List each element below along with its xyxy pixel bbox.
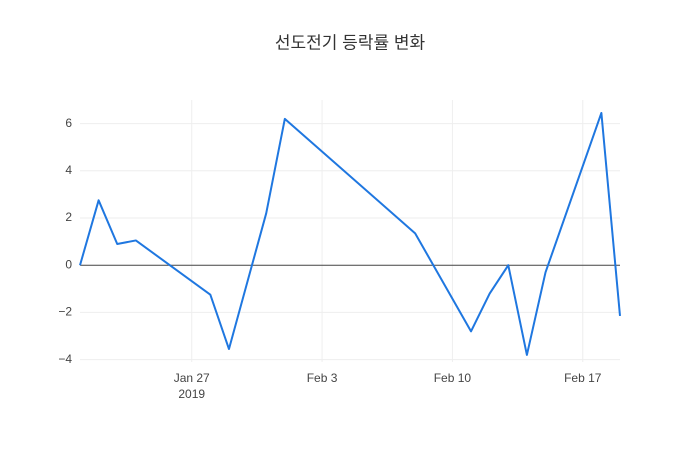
x-tick-label-line: Feb 17 — [564, 371, 602, 385]
x-tick-label: Feb 17 — [564, 371, 602, 385]
y-tick-label: −2 — [58, 305, 72, 319]
x-tick-label-line: Feb 3 — [307, 371, 338, 385]
y-tick-label: −4 — [58, 352, 72, 366]
y-tick-label: 4 — [65, 163, 72, 177]
y-tick-label: 6 — [65, 116, 72, 130]
chart-title: 선도전기 등락률 변화 — [275, 33, 426, 52]
y-tick-label: 2 — [65, 210, 72, 224]
x-tick-label-line: Feb 10 — [434, 371, 472, 385]
y-tick-label: 0 — [65, 257, 72, 271]
x-tick-label: Feb 3 — [307, 371, 338, 385]
x-tick-label-line: Jan 27 — [174, 371, 210, 385]
x-tick-label: Feb 10 — [434, 371, 472, 385]
x-tick-label: Jan 27 2019 — [174, 371, 210, 401]
x-tick-label-line: 2019 — [178, 387, 205, 401]
line — [79, 111, 621, 356]
